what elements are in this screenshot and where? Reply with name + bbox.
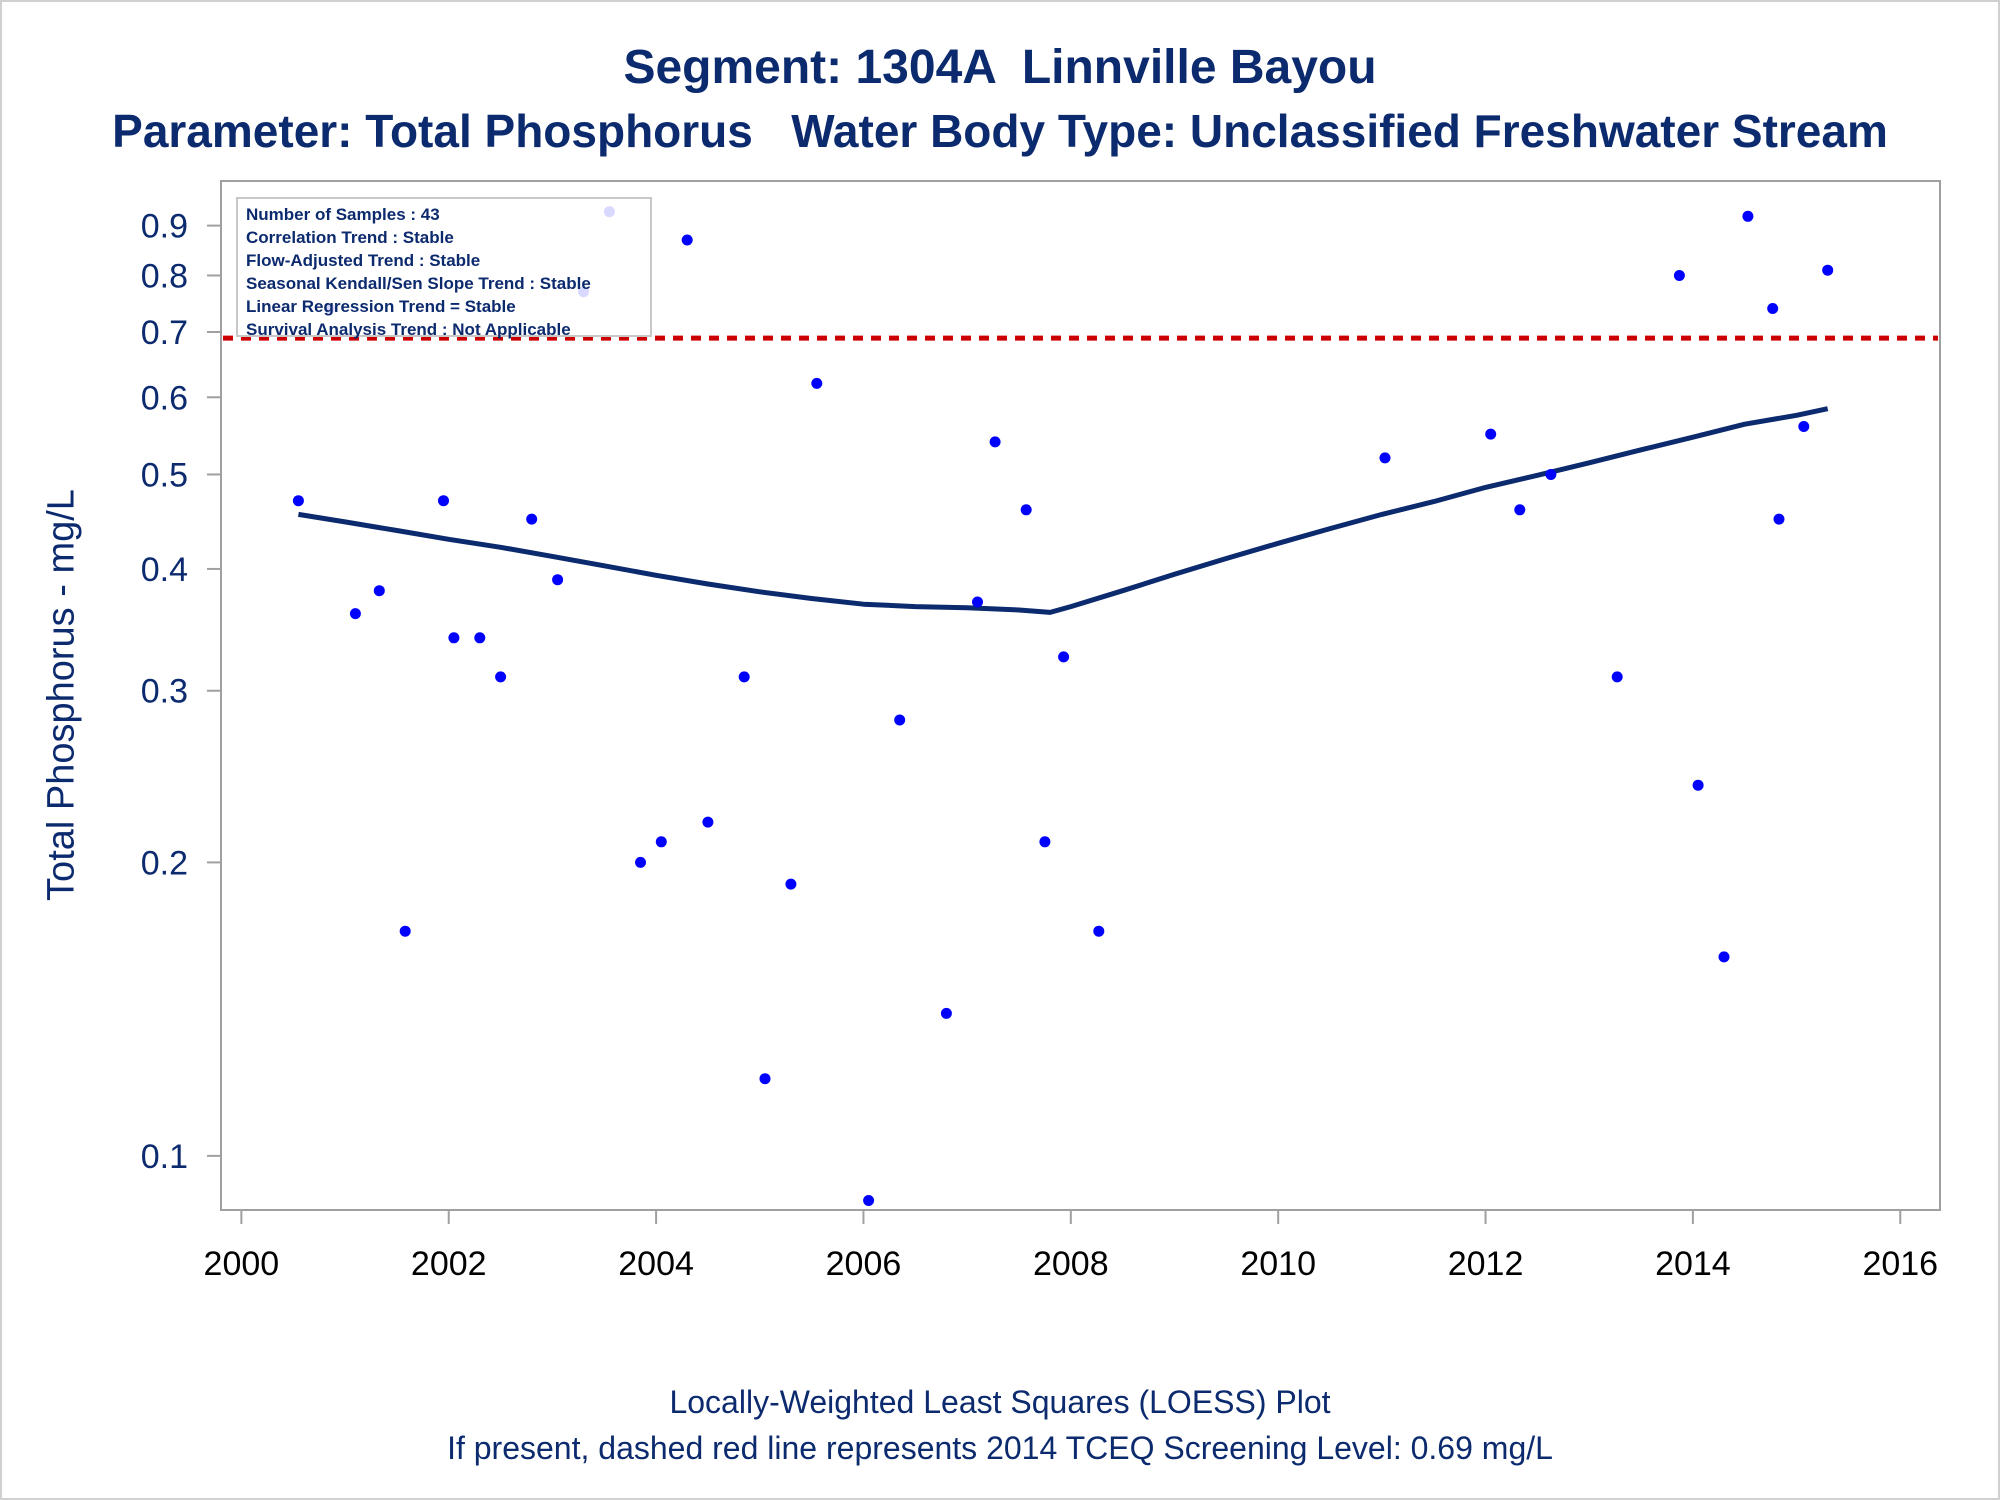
info-line-samples: Number of Samples : 43: [246, 205, 440, 224]
info-line-flow-adjusted: Flow-Adjusted Trend : Stable: [246, 251, 481, 270]
data-point: [1798, 421, 1810, 432]
data-point: [1767, 303, 1779, 314]
x-tick-label: 2016: [1862, 1245, 1938, 1283]
data-point: [863, 1195, 875, 1206]
data-point: [292, 495, 304, 507]
data-point: [399, 925, 411, 937]
x-axis: 2000 2002 2004 2006 2008 2010 2012 2014 2016: [204, 1210, 1938, 1283]
data-point: [552, 574, 564, 586]
x-tick-label: 2010: [1240, 1245, 1316, 1283]
y-tick-label: 0.7: [141, 314, 188, 352]
data-point: [635, 856, 646, 868]
data-point: [785, 878, 797, 890]
x-tick-label: 2014: [1655, 1245, 1731, 1283]
data-point: [738, 671, 750, 683]
data-point: [1058, 651, 1070, 663]
x-tick-label: 2006: [826, 1245, 902, 1283]
y-tick-label: 0.6: [141, 379, 188, 417]
data-point: [1742, 210, 1754, 222]
chart-subtitle: Parameter: Total Phosphorus Water Body T…: [112, 105, 1888, 157]
y-tick-label: 0.2: [141, 844, 188, 882]
info-line-correlation: Correlation Trend : Stable: [246, 228, 454, 247]
info-line-survival: Survival Analysis Trend : Not Applicable: [246, 320, 571, 339]
data-point: [1545, 469, 1557, 480]
data-point: [1822, 264, 1834, 276]
data-point: [495, 671, 507, 683]
data-point: [681, 234, 693, 246]
data-point: [474, 632, 486, 644]
y-tick-label: 0.4: [141, 551, 188, 589]
data-point: [1093, 925, 1105, 937]
data-point: [1611, 671, 1623, 683]
data-point: [438, 495, 449, 507]
data-point: [1039, 836, 1051, 848]
data-points: [292, 206, 1834, 1206]
data-point: [1673, 270, 1685, 281]
plot-area: [220, 180, 1941, 1211]
data-point: [1020, 504, 1032, 516]
x-tick-label: 2004: [618, 1245, 694, 1283]
data-point: [989, 436, 1001, 448]
data-point: [894, 714, 906, 726]
data-point: [1718, 951, 1730, 963]
x-tick-label: 2008: [1033, 1245, 1109, 1283]
footnote-loess: Locally-Weighted Least Squares (LOESS) P…: [669, 1384, 1331, 1420]
data-point: [526, 513, 538, 525]
data-point: [1379, 452, 1391, 464]
data-point: [1485, 428, 1497, 440]
footnote-screening: If present, dashed red line represents 2…: [447, 1430, 1553, 1466]
y-tick-label: 0.9: [141, 208, 188, 246]
data-point: [655, 836, 667, 848]
x-tick-label: 2002: [411, 1245, 487, 1283]
data-point: [1514, 504, 1526, 516]
chart-title: Segment: 1304A Linnville Bayou: [623, 41, 1377, 94]
y-tick-label: 0.3: [141, 673, 188, 711]
data-point: [1773, 513, 1785, 525]
data-point: [702, 816, 714, 828]
y-tick-label: 0.5: [141, 456, 188, 494]
data-point: [940, 1007, 952, 1019]
data-point: [448, 632, 460, 644]
info-line-seasonal-kendall: Seasonal Kendall/Sen Slope Trend : Stabl…: [246, 274, 591, 293]
y-tick-label: 0.8: [141, 257, 188, 295]
loess-curve: [298, 406, 1829, 615]
x-tick-label: 2000: [204, 1245, 280, 1283]
trend-summary-box: Number of Samples : 43 Correlation Trend…: [236, 197, 652, 339]
info-line-linear-regression: Linear Regression Trend = Stable: [246, 297, 516, 316]
data-point: [349, 608, 361, 620]
data-point: [373, 585, 385, 597]
data-point: [759, 1073, 771, 1085]
x-tick-label: 2012: [1448, 1245, 1524, 1283]
data-point: [1692, 779, 1704, 791]
y-axis: 0.1 0.2 0.3 0.4 0.5 0.6 0.7 0.8 0.9: [141, 208, 221, 1176]
data-point: [972, 596, 983, 608]
data-point: [811, 377, 823, 389]
y-tick-label: 0.1: [141, 1138, 188, 1176]
